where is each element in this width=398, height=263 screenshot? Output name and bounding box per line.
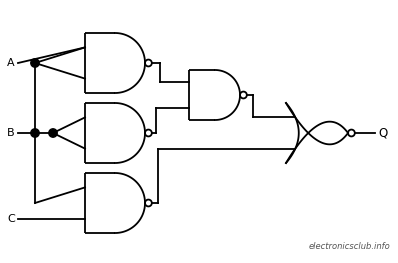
Circle shape (31, 129, 39, 137)
Text: electronicsclub.info: electronicsclub.info (308, 242, 390, 251)
Text: C: C (7, 214, 15, 224)
Text: Q: Q (379, 127, 388, 139)
Circle shape (31, 59, 39, 67)
Text: A: A (8, 58, 15, 68)
Circle shape (49, 129, 57, 137)
Text: B: B (8, 128, 15, 138)
